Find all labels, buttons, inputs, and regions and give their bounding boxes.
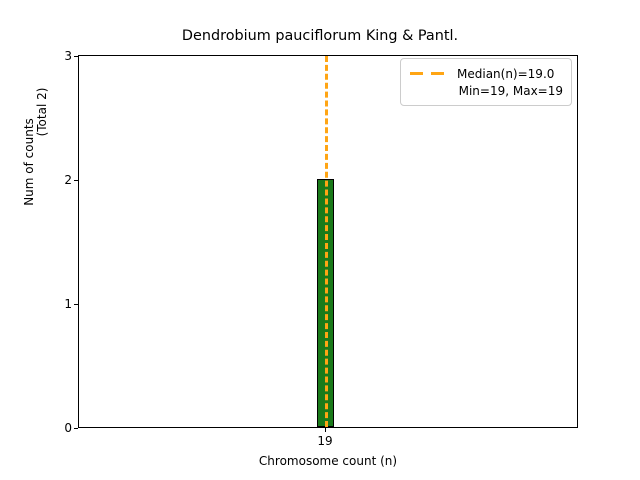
y-axis-label: Num of counts — [22, 118, 36, 206]
plot-area: Median(n)=19.0 Min=19, Max=19 — [78, 55, 578, 428]
legend-entry-minmax: Min=19, Max=19 — [409, 82, 563, 99]
y-tick-label-0: 0 — [64, 421, 72, 435]
y-tick-label-2: 2 — [64, 173, 72, 187]
y-tick-mark-2 — [74, 180, 78, 181]
y-axis-sublabel-total: (Total 2) — [35, 87, 49, 137]
legend: Median(n)=19.0 Min=19, Max=19 — [400, 58, 572, 106]
median-line — [325, 56, 328, 427]
y-tick-label-3: 3 — [64, 49, 72, 63]
legend-label-minmax: Min=19, Max=19 — [458, 83, 563, 98]
y-axis: 0 1 2 3 — [0, 0, 78, 480]
x-tick-label-19: 19 — [317, 434, 333, 448]
chart-title: Dendrobium pauciflorum King & Pantl. — [181, 28, 459, 44]
y-tick-label-1: 1 — [64, 297, 72, 311]
y-tick-mark-0 — [74, 428, 78, 429]
dashed-line-icon — [409, 69, 449, 79]
y-tick-mark-1 — [74, 304, 78, 305]
x-tick-mark-19 — [325, 428, 326, 432]
legend-entry-median: Median(n)=19.0 — [409, 65, 563, 82]
x-axis-label: Chromosome count (n) — [258, 454, 398, 468]
legend-label-median: Median(n)=19.0 — [457, 66, 555, 81]
y-tick-mark-3 — [74, 56, 78, 57]
